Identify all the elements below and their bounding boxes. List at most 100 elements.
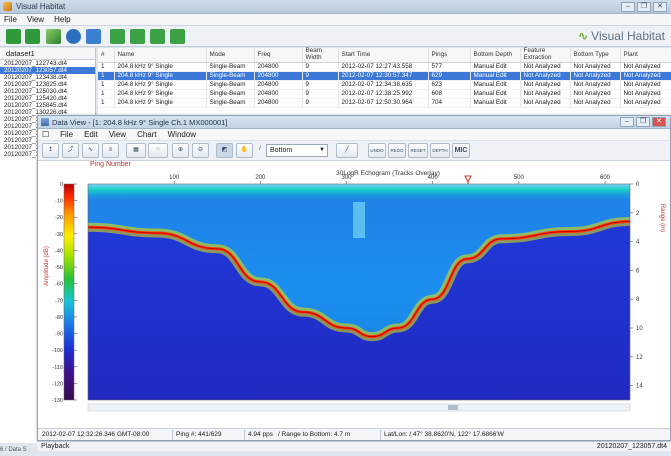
info-icon[interactable] <box>66 29 81 44</box>
column-header[interactable]: Pings <box>428 48 471 63</box>
dataset-list-item[interactable]: 20120207_125845.dt4 <box>4 102 68 109</box>
table-cell: Not Analyzed <box>620 71 671 81</box>
edit-icon[interactable] <box>46 29 61 44</box>
dv-menu-window[interactable]: Window <box>167 130 197 139</box>
dots-icon[interactable]: ⁘ <box>148 143 168 158</box>
table-cell: 9 <box>302 62 339 72</box>
column-header[interactable]: Start Time <box>338 48 429 63</box>
playback-label[interactable]: Playback <box>41 443 70 450</box>
minimize-button[interactable]: – <box>621 2 635 12</box>
app-logo-icon <box>3 2 12 11</box>
table-cell: 204.8 kHz 9° Single <box>114 80 207 90</box>
table-cell: Not Analyzed <box>570 62 621 72</box>
dataset-list-item[interactable]: 20120207_125420.dt4 <box>4 95 68 102</box>
colorbar-tick-label: -50 <box>55 265 63 271</box>
dv-minimize-button[interactable]: – <box>620 117 634 127</box>
remove-icon[interactable] <box>25 29 40 44</box>
depth-button[interactable]: DEPTH <box>430 143 450 158</box>
play-icon[interactable] <box>130 29 145 44</box>
settings-icon[interactable] <box>110 29 125 44</box>
scrollbar-thumb[interactable] <box>448 405 458 410</box>
dataset-header[interactable]: dataset1 <box>0 48 95 60</box>
dataset-list-item[interactable]: 20120207_1... <box>4 144 45 151</box>
reset-button[interactable]: RESET <box>408 143 428 158</box>
dataset-list-item[interactable]: 20120207_125030.dt4 <box>4 88 68 95</box>
table-cell: Manual Edit <box>470 62 521 72</box>
track-up-icon[interactable]: ↥ <box>42 143 59 158</box>
column-header[interactable]: Beam Width <box>302 48 339 63</box>
undo-button[interactable]: UNDO <box>368 143 386 158</box>
delete-icon[interactable] <box>150 29 165 44</box>
layers-icon[interactable]: ≡ <box>102 143 119 158</box>
export-icon[interactable] <box>170 29 185 44</box>
dataset-list-item[interactable]: 20120207_123825.dt4 <box>4 81 68 88</box>
dataset-list-item[interactable]: 20120207_130226.dt4 <box>4 109 68 116</box>
dataset-list-item[interactable]: 20120207_1... <box>4 123 45 130</box>
x-tick-label: 300 <box>341 175 352 181</box>
table-row[interactable]: 1 204.8 kHz 9° Single Single-Beam 204800 9 20… <box>98 71 671 81</box>
dataset-list-item[interactable]: 20120207_123438.dt4 <box>4 74 68 81</box>
menu-file[interactable]: File <box>4 15 17 24</box>
menu-view[interactable]: View <box>26 15 45 24</box>
select-icon[interactable]: ◩ <box>216 143 233 158</box>
column-header[interactable]: Freq <box>254 48 303 63</box>
dv-menu-chart[interactable]: Chart <box>137 130 157 139</box>
data-view-window: Data View - [1: 204.8 kHz 9° Single Ch.1… <box>37 115 671 441</box>
curve-icon[interactable]: ∿ <box>82 143 99 158</box>
table-row[interactable]: 1 204.8 kHz 9° Single Single-Beam 204800 9 20… <box>98 62 671 72</box>
table-cell: Not Analyzed <box>520 89 571 99</box>
mic-button[interactable]: MIC <box>452 143 470 158</box>
table-row[interactable]: 1 204.8 kHz 9° Single Single-Beam 204800 9 20… <box>98 89 671 99</box>
horizontal-scrollbar[interactable] <box>87 403 631 412</box>
close-button[interactable]: ✕ <box>653 2 667 12</box>
dataset-list-item[interactable]: 20120207_123057.dt4 <box>0 67 95 74</box>
zoom-in-icon[interactable]: ⊕ <box>172 143 189 158</box>
column-header[interactable]: # <box>98 48 115 63</box>
chevron-down-icon: ▼ <box>319 147 325 153</box>
colorbar-tick-label: -80 <box>55 315 63 321</box>
data-view-window-controls: – ❐ ✕ <box>620 117 666 127</box>
dv-window-icon[interactable]: ☐ <box>42 130 50 139</box>
dataset-list-item[interactable]: 20120207_1... <box>4 130 45 137</box>
restore-button[interactable]: ❐ <box>637 2 651 12</box>
zoom-out-icon[interactable]: ⊖ <box>192 143 209 158</box>
column-header[interactable]: Mode <box>206 48 255 63</box>
dv-menu-view[interactable]: View <box>108 130 127 139</box>
dataset-list-item[interactable]: 20120207_1... <box>4 151 45 158</box>
add-icon[interactable] <box>6 29 21 44</box>
dv-menu-edit[interactable]: Edit <box>84 130 98 139</box>
table-row[interactable]: 1 204.8 kHz 9° Single Single-Beam 204800 9 20… <box>98 80 671 90</box>
app-toolbar: ∿ Visual Habitat <box>0 26 671 47</box>
dataset-list-item[interactable]: 20120207_130... <box>4 116 52 123</box>
grid-icon[interactable]: ▦ <box>126 143 146 158</box>
dv-menu-file[interactable]: File <box>60 130 74 139</box>
pencil-icon[interactable]: / <box>259 146 261 152</box>
table-row[interactable]: 1 204.8 kHz 9° Single Single-Beam 204800 9 20… <box>98 98 671 108</box>
app-title: Visual Habitat <box>16 2 66 11</box>
fish-school-mark <box>353 202 365 238</box>
column-header[interactable]: Bottom Depth <box>470 48 521 63</box>
line-tool-icon[interactable]: ╱ <box>336 143 358 158</box>
column-header[interactable]: Feature Extraction <box>520 48 571 63</box>
current-ping-marker[interactable] <box>464 175 472 184</box>
dataset-list-item[interactable]: 20120207_122743.dt4 <box>4 60 68 67</box>
colorbar-tick-label: -40 <box>55 248 63 254</box>
column-header[interactable]: Plant <box>620 48 671 63</box>
column-header[interactable]: Bottom Type <box>570 48 621 63</box>
bottom-select[interactable]: Bottom ▼ <box>266 144 328 157</box>
dv-close-button[interactable]: ✕ <box>652 117 666 127</box>
echogram-chart[interactable]: 30LogR Echogram (Tracks Overlay) Amplitu… <box>38 166 670 428</box>
y-axis-left-label: Amplitude (dB) <box>44 246 50 286</box>
redo-button[interactable]: REDO <box>388 143 406 158</box>
person-icon[interactable] <box>86 29 101 44</box>
table-cell: Not Analyzed <box>520 80 571 90</box>
y-tick-label: 14 <box>636 384 643 390</box>
dataset-list-item[interactable]: 20120207_1... <box>4 137 45 144</box>
column-header[interactable]: Name <box>114 48 207 63</box>
dv-restore-button[interactable]: ❐ <box>636 117 650 127</box>
chart-icon[interactable]: ⤴ <box>62 143 79 158</box>
dataset-list: 20120207_122743.dt4 20120207_123057.dt4 20… <box>0 60 95 158</box>
table-cell: 204800 <box>254 62 303 72</box>
pan-hand-icon[interactable]: ✋ <box>236 143 253 158</box>
menu-help[interactable]: Help <box>54 15 71 24</box>
